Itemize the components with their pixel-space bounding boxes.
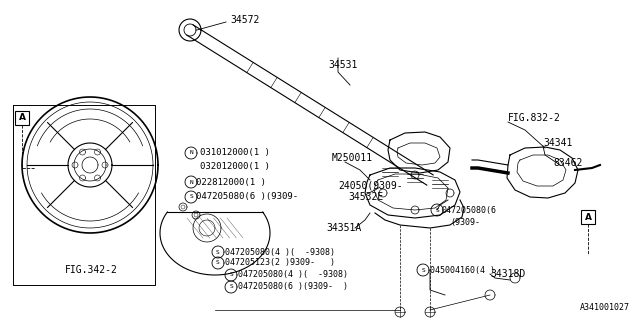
Text: A: A (19, 114, 26, 123)
Text: N: N (189, 150, 193, 156)
Bar (15, 111, 29, 125)
Text: 022812000(1 ): 022812000(1 ) (196, 178, 266, 187)
Text: 047205123(2 )9309-   ): 047205123(2 )9309- ) (225, 259, 335, 268)
Text: S: S (435, 207, 439, 212)
Text: FIG.342-2: FIG.342-2 (65, 265, 118, 275)
Text: 031012000(1 ): 031012000(1 ) (200, 148, 270, 157)
Text: A341001027: A341001027 (580, 303, 630, 312)
Text: S: S (216, 250, 220, 254)
Text: 047205080(4 )(  -9308): 047205080(4 )( -9308) (225, 247, 335, 257)
Text: N: N (189, 180, 193, 185)
Text: 047205080(4 )(  -9308): 047205080(4 )( -9308) (238, 270, 348, 279)
Text: 34572: 34572 (230, 15, 259, 25)
Text: FIG.832-2: FIG.832-2 (508, 113, 561, 123)
Text: 34531: 34531 (328, 60, 357, 70)
Text: 34341: 34341 (543, 138, 572, 148)
Text: S: S (229, 284, 233, 290)
Text: S: S (229, 273, 233, 277)
Text: M250011: M250011 (332, 153, 373, 163)
Text: S: S (421, 268, 425, 273)
Text: 047205080(6 )(9309-  ): 047205080(6 )(9309- ) (238, 283, 348, 292)
Text: 34532E: 34532E (348, 192, 383, 202)
Bar (581, 210, 595, 224)
Text: A: A (584, 212, 591, 221)
Text: 34351A: 34351A (326, 223, 361, 233)
Text: 032012000(1 ): 032012000(1 ) (200, 163, 270, 172)
Text: (9309-: (9309- (450, 218, 480, 227)
Text: 045004160(4 ): 045004160(4 ) (430, 266, 495, 275)
Text: 83462: 83462 (553, 158, 582, 168)
Text: S: S (216, 260, 220, 266)
Text: 047205080(6 )(9309-: 047205080(6 )(9309- (196, 193, 298, 202)
Text: 24050(9309-: 24050(9309- (338, 180, 403, 190)
Text: 047205080(6: 047205080(6 (442, 205, 497, 214)
Text: S: S (189, 195, 193, 199)
Text: 34318D: 34318D (490, 269, 525, 279)
